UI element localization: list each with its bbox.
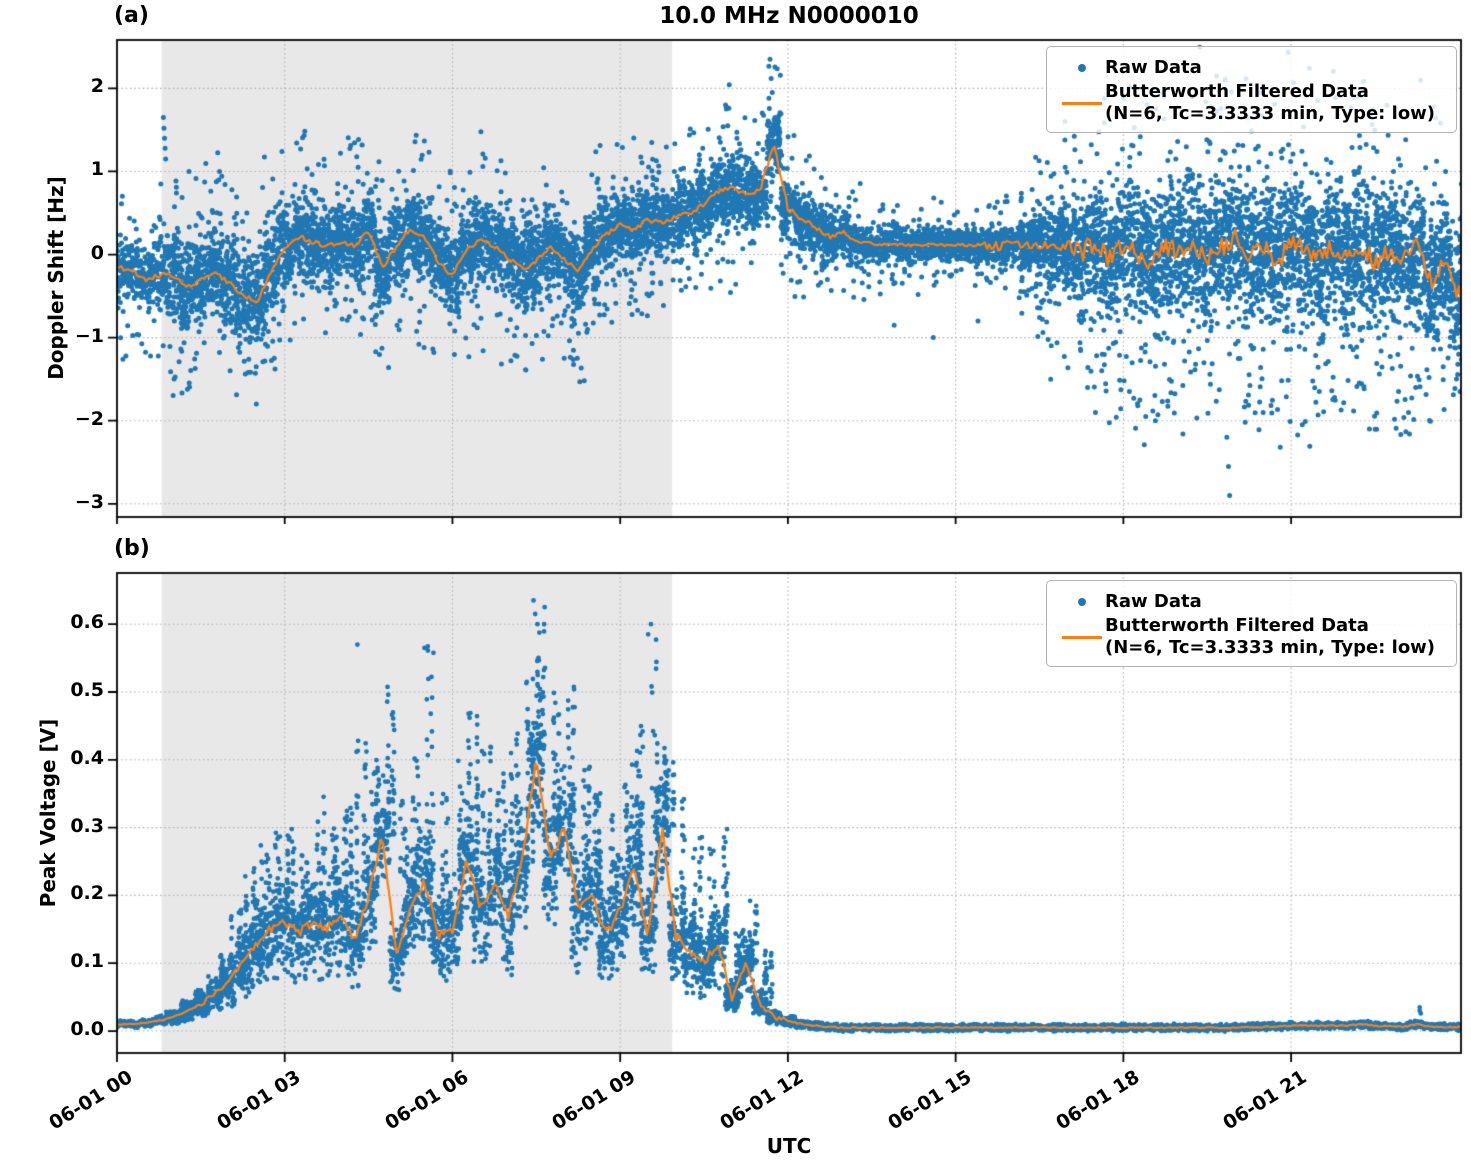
filtered-line-icon [1059, 635, 1105, 639]
raw-data-marker-icon [1059, 63, 1105, 72]
panel-a-label: (a) [114, 3, 149, 28]
filtered-line-icon [1059, 101, 1105, 105]
legend-raw-label: Raw Data [1105, 56, 1202, 78]
raw-data-marker-icon [1059, 597, 1105, 606]
legend-entry-raw: Raw Data [1059, 588, 1446, 615]
x-axis-label: UTC [766, 1134, 812, 1158]
legend-entry-filtered: Butterworth Filtered Data (N=6, Tc=3.333… [1059, 615, 1446, 659]
y-tick-label: 0.3 [70, 814, 104, 837]
y-axis-label-b: Peak Voltage [V] [36, 718, 60, 908]
legend-filtered-label-line2: (N=6, Tc=3.3333 min, Type: low) [1105, 637, 1436, 658]
y-tick-label: 1 [90, 158, 104, 181]
legend-raw-label: Raw Data [1105, 590, 1202, 612]
y-tick-label: 0.6 [70, 611, 104, 634]
legend-entry-raw: Raw Data [1059, 54, 1446, 81]
y-axis-label-a: Doppler Shift [Hz] [44, 176, 68, 380]
y-tick-label: 0.5 [70, 678, 104, 701]
y-tick-label: 0.2 [70, 882, 104, 905]
y-tick-label: 0.4 [70, 746, 104, 769]
y-tick-label: 0.0 [70, 1018, 104, 1041]
legend-filtered-label-line1: Butterworth Filtered Data [1105, 81, 1369, 102]
y-tick-label: −3 [74, 490, 104, 513]
legend-filtered-label-line1: Butterworth Filtered Data [1105, 615, 1369, 636]
y-tick-label: −2 [74, 407, 104, 430]
chart-title: 10.0 MHz N0000010 [659, 3, 919, 29]
y-tick-label: 0.1 [70, 950, 104, 973]
legend-panel-b: Raw Data Butterworth Filtered Data (N=6,… [1046, 580, 1457, 667]
legend-entry-filtered: Butterworth Filtered Data (N=6, Tc=3.333… [1059, 81, 1446, 125]
y-tick-label: 0 [90, 241, 104, 264]
legend-panel-a: Raw Data Butterworth Filtered Data (N=6,… [1046, 46, 1457, 133]
legend-filtered-label-line2: (N=6, Tc=3.3333 min, Type: low) [1105, 103, 1436, 124]
y-tick-label: 2 [90, 75, 104, 98]
panel-b-label: (b) [114, 536, 150, 561]
y-tick-label: −1 [74, 324, 104, 347]
